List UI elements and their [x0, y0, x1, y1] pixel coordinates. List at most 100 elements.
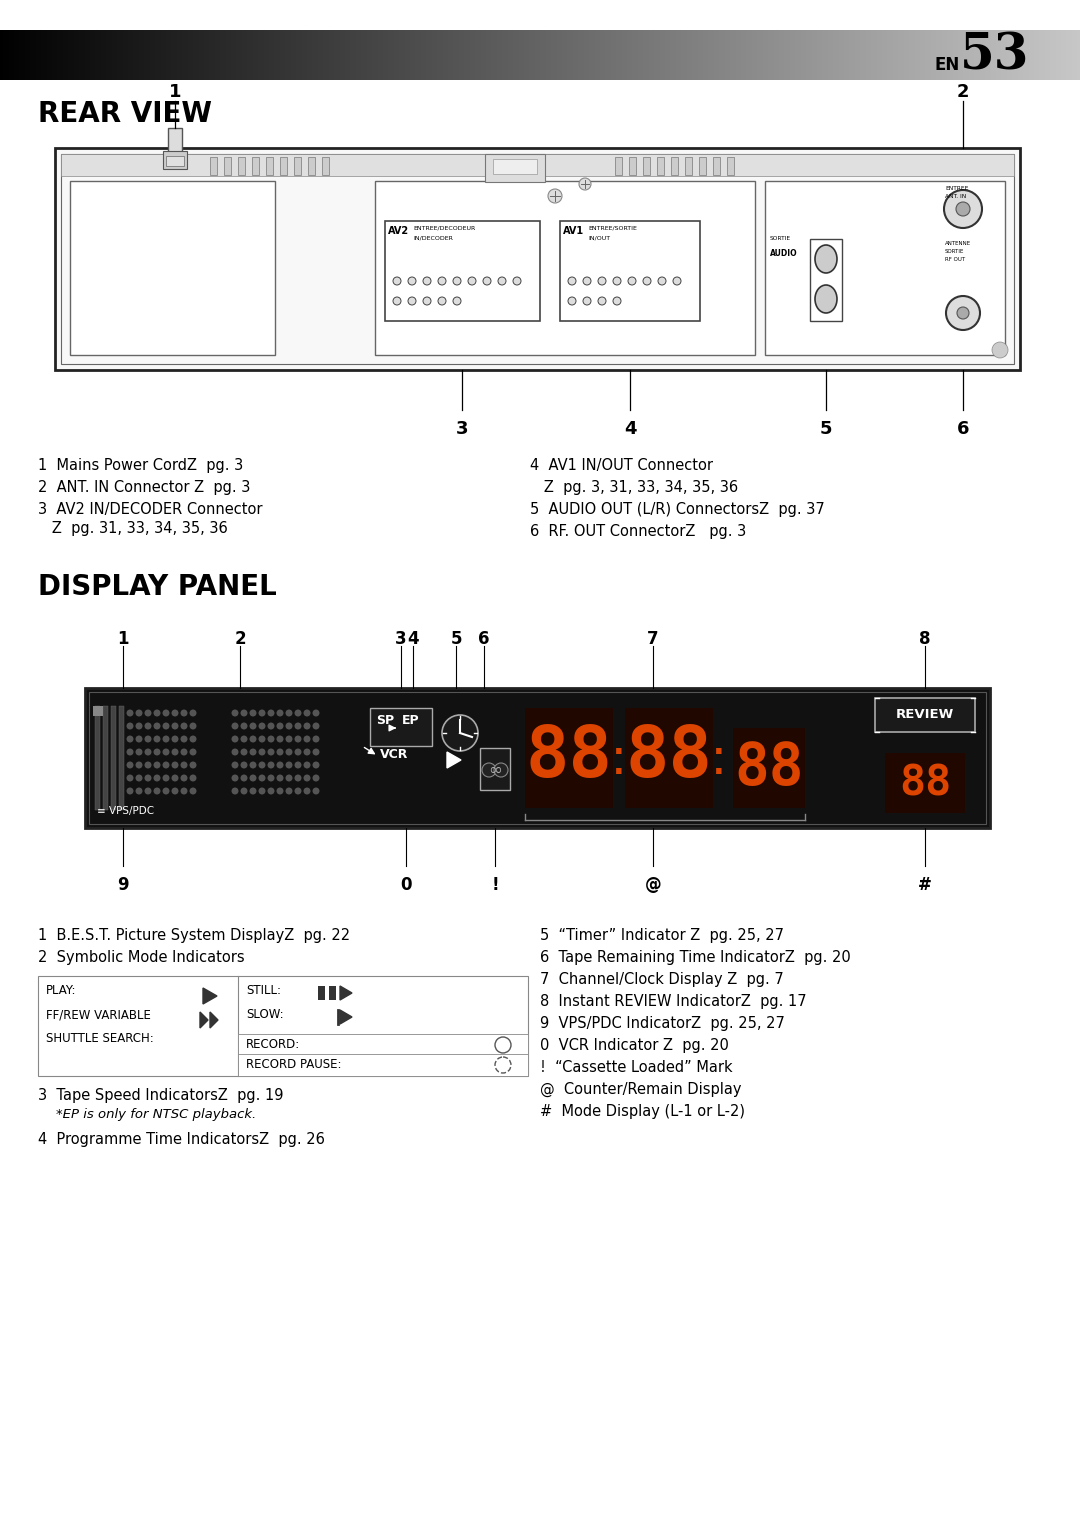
- Bar: [713, 157, 720, 175]
- Circle shape: [673, 278, 681, 285]
- Bar: [329, 986, 336, 1000]
- Bar: [294, 157, 301, 175]
- Text: *EP is only for NTSC playback.: *EP is only for NTSC playback.: [56, 1108, 256, 1122]
- Text: 4  Programme Time IndicatorsZ  pg. 26: 4 Programme Time IndicatorsZ pg. 26: [38, 1132, 325, 1148]
- Text: ANT. IN: ANT. IN: [945, 194, 967, 198]
- Circle shape: [231, 736, 239, 743]
- Text: IN/OUT: IN/OUT: [588, 235, 610, 240]
- Polygon shape: [447, 752, 461, 768]
- Text: 8  Instant REVIEW IndicatorZ  pg. 17: 8 Instant REVIEW IndicatorZ pg. 17: [540, 993, 807, 1009]
- Circle shape: [135, 722, 143, 729]
- Text: !  “Cassette Loaded” Mark: ! “Cassette Loaded” Mark: [540, 1061, 732, 1074]
- Polygon shape: [200, 1012, 208, 1029]
- Bar: [55, 148, 1020, 369]
- Circle shape: [180, 748, 188, 755]
- Bar: [322, 157, 329, 175]
- Text: 7  Channel/Clock Display Z  pg. 7: 7 Channel/Clock Display Z pg. 7: [540, 972, 784, 987]
- Circle shape: [172, 748, 178, 755]
- Text: PLAY:: PLAY:: [46, 984, 77, 996]
- Bar: [727, 157, 734, 175]
- Text: 1  Mains Power CordZ  pg. 3: 1 Mains Power CordZ pg. 3: [38, 458, 243, 473]
- Circle shape: [258, 775, 266, 781]
- Bar: [210, 157, 217, 175]
- Text: !: !: [491, 876, 499, 894]
- Circle shape: [126, 736, 134, 743]
- Text: 6  RF. OUT ConnectorZ   pg. 3: 6 RF. OUT ConnectorZ pg. 3: [530, 523, 746, 539]
- Circle shape: [249, 787, 257, 795]
- Circle shape: [568, 278, 576, 285]
- Circle shape: [145, 748, 151, 755]
- Circle shape: [153, 775, 161, 781]
- Circle shape: [162, 787, 170, 795]
- Circle shape: [303, 748, 311, 755]
- Bar: [629, 157, 636, 175]
- Circle shape: [172, 775, 178, 781]
- Text: #: #: [918, 876, 932, 894]
- Text: Z  pg. 31, 33, 34, 35, 36: Z pg. 31, 33, 34, 35, 36: [38, 520, 228, 536]
- Circle shape: [135, 710, 143, 717]
- Circle shape: [153, 736, 161, 743]
- Circle shape: [957, 307, 969, 319]
- Text: 5: 5: [450, 630, 462, 649]
- Circle shape: [495, 1038, 511, 1053]
- Circle shape: [303, 775, 311, 781]
- Circle shape: [231, 775, 239, 781]
- Circle shape: [231, 710, 239, 717]
- Circle shape: [944, 191, 982, 227]
- Text: 3  AV2 IN/DECODER Connector: 3 AV2 IN/DECODER Connector: [38, 502, 262, 517]
- Circle shape: [126, 722, 134, 729]
- Circle shape: [498, 278, 507, 285]
- Circle shape: [241, 710, 247, 717]
- Text: SORTIE: SORTIE: [945, 249, 964, 253]
- Circle shape: [126, 748, 134, 755]
- Circle shape: [172, 787, 178, 795]
- Circle shape: [241, 748, 247, 755]
- Circle shape: [993, 342, 1008, 359]
- Circle shape: [613, 298, 621, 305]
- Circle shape: [258, 761, 266, 769]
- Circle shape: [268, 787, 274, 795]
- Circle shape: [453, 278, 461, 285]
- Circle shape: [145, 775, 151, 781]
- Circle shape: [285, 761, 293, 769]
- Text: ≡ VPS/PDC: ≡ VPS/PDC: [97, 806, 154, 816]
- Circle shape: [438, 278, 446, 285]
- Text: @  Counter/Remain Display: @ Counter/Remain Display: [540, 1082, 742, 1097]
- Text: 53: 53: [960, 32, 1029, 81]
- Circle shape: [180, 775, 188, 781]
- Circle shape: [268, 736, 274, 743]
- Text: EP: EP: [402, 714, 420, 726]
- Text: 4: 4: [624, 420, 636, 438]
- Bar: [643, 157, 650, 175]
- Text: RECORD PAUSE:: RECORD PAUSE:: [246, 1058, 341, 1071]
- Circle shape: [145, 710, 151, 717]
- Bar: [875, 697, 975, 732]
- Bar: [163, 151, 187, 169]
- Circle shape: [172, 710, 178, 717]
- Text: 88: 88: [625, 723, 713, 792]
- Circle shape: [423, 298, 431, 305]
- Polygon shape: [203, 987, 217, 1004]
- Bar: [685, 157, 692, 175]
- Text: ENTREE/DECODEUR: ENTREE/DECODEUR: [413, 226, 475, 230]
- Circle shape: [276, 775, 283, 781]
- Bar: [252, 157, 259, 175]
- Bar: [525, 708, 613, 807]
- Circle shape: [162, 748, 170, 755]
- Circle shape: [241, 736, 247, 743]
- Circle shape: [276, 787, 283, 795]
- Circle shape: [513, 278, 521, 285]
- Bar: [119, 707, 124, 810]
- Bar: [480, 748, 510, 790]
- Circle shape: [126, 761, 134, 769]
- Text: 7: 7: [647, 630, 659, 649]
- Text: SLOW:: SLOW:: [246, 1009, 284, 1021]
- Circle shape: [453, 298, 461, 305]
- Bar: [224, 157, 231, 175]
- Circle shape: [583, 278, 591, 285]
- Text: 1  B.E.S.T. Picture System DisplayZ  pg. 22: 1 B.E.S.T. Picture System DisplayZ pg. 2…: [38, 928, 350, 943]
- Bar: [492, 159, 537, 174]
- Bar: [70, 182, 275, 356]
- Circle shape: [145, 787, 151, 795]
- Circle shape: [442, 716, 478, 751]
